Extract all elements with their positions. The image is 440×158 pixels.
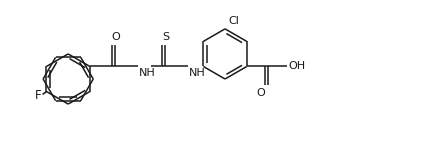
Text: Cl: Cl xyxy=(228,16,239,26)
Text: F: F xyxy=(35,89,42,102)
Text: S: S xyxy=(162,32,169,42)
Text: O: O xyxy=(257,88,265,98)
Text: NH: NH xyxy=(189,68,206,78)
Text: NH: NH xyxy=(139,68,156,78)
Text: OH: OH xyxy=(289,61,306,71)
Text: O: O xyxy=(111,32,120,42)
